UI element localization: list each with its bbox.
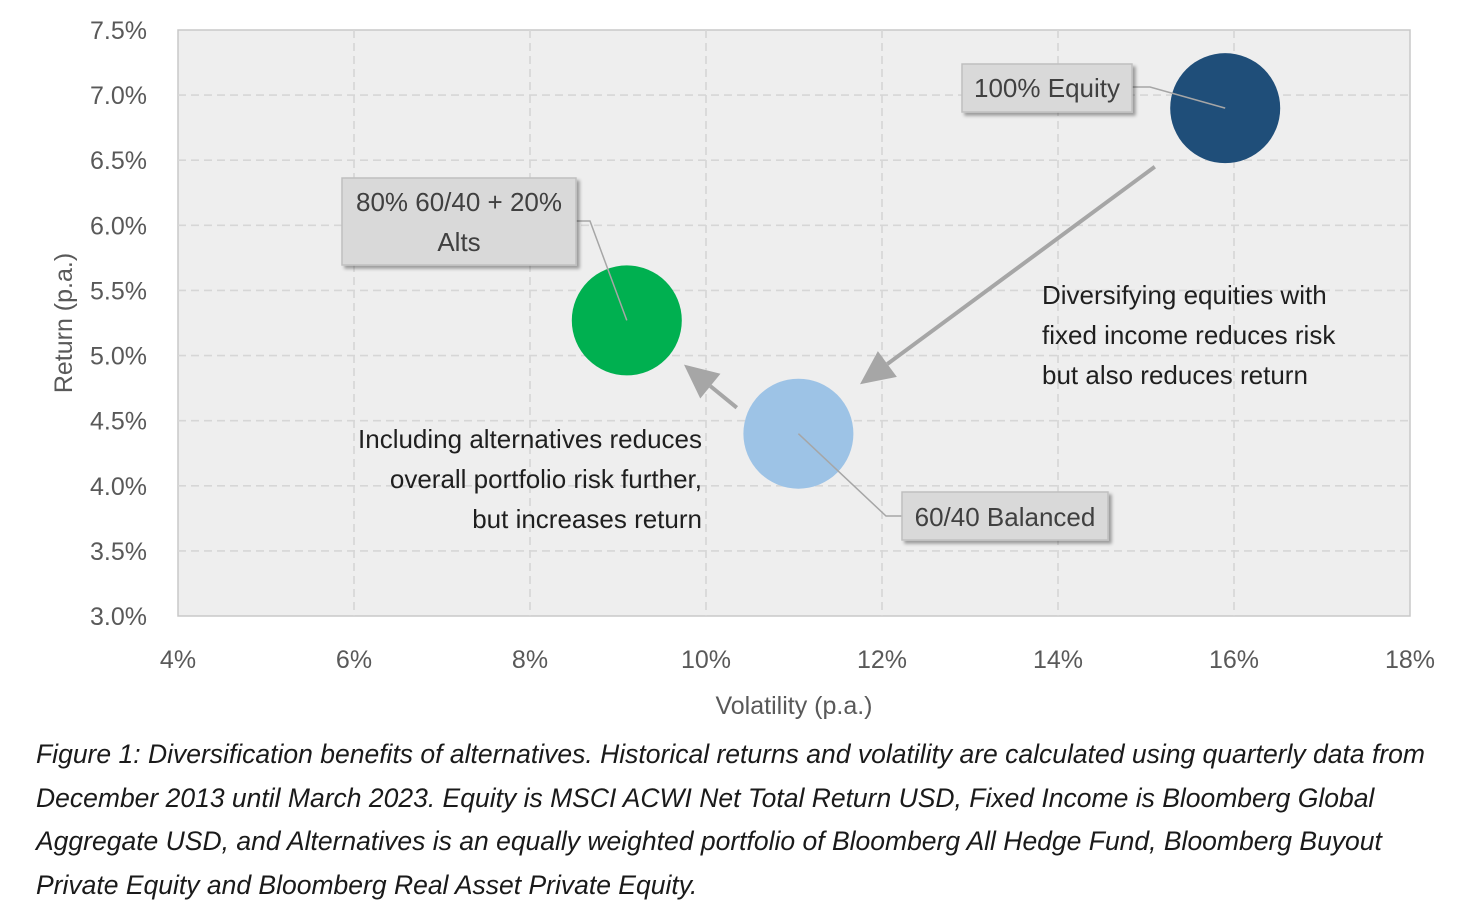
- callout-label: 60/40 Balanced: [915, 502, 1096, 532]
- arrow-shaft: [886, 165, 1156, 366]
- y-tick-label: 7.0%: [90, 82, 147, 110]
- annotations: Diversifying equities with fixed income r…: [358, 280, 1336, 534]
- callout-box: [961, 63, 1133, 113]
- annotation-text: but also reduces return: [1042, 360, 1308, 390]
- x-tick-label: 12%: [857, 646, 907, 674]
- callouts: 100% Equity 60/40 Balanced 80% 60/40 + 20%…: [341, 63, 1226, 541]
- figure-caption: Figure 1: Diversification benefits of al…: [36, 739, 1425, 900]
- callout-box: [341, 177, 577, 266]
- x-tick-label: 8%: [512, 646, 548, 674]
- y-tick-label: 5.5%: [90, 277, 147, 305]
- arrow-head: [860, 351, 897, 385]
- x-tick-label: 4%: [160, 646, 196, 674]
- annotation-text: Diversifying equities with: [1042, 280, 1327, 310]
- y-tick-labels: 3.0% 3.5% 4.0% 4.5% 5.0% 5.5% 6.0% 6.5% 7.0% 7.5%: [90, 17, 147, 631]
- y-tick-label: 6.0%: [90, 212, 147, 240]
- volatility-return-scatter-chart: 3.0% 3.5% 4.0% 4.5% 5.0% 5.5% 6.0% 6.5% 7.0% 7.5%…: [50, 17, 1435, 720]
- arrow-head: [684, 364, 721, 399]
- annotation-text: overall portfolio risk further,: [390, 464, 702, 494]
- y-tick-label: 3.5%: [90, 538, 147, 566]
- y-tick-label: 3.0%: [90, 603, 147, 631]
- y-tick-label: 6.5%: [90, 147, 147, 175]
- y-tick-label: 7.5%: [90, 17, 147, 45]
- y-axis-title: Return (p.a.): [50, 253, 78, 393]
- callout-leader-line: [576, 220, 628, 321]
- callout-leader-line: [1132, 86, 1226, 109]
- callout-box: [901, 491, 1109, 541]
- x-tick-label: 6%: [336, 646, 372, 674]
- y-tick-label: 4.5%: [90, 408, 147, 436]
- x-tick-label: 14%: [1033, 646, 1083, 674]
- annotation-text: but increases return: [472, 504, 702, 534]
- callout-leader-line: [797, 433, 902, 517]
- annotation-text: Including alternatives reduces: [358, 424, 702, 454]
- callout-label: 80% 60/40 + 20%: [356, 187, 562, 217]
- x-tick-label: 18%: [1385, 646, 1435, 674]
- x-axis-title: Volatility (p.a.): [715, 692, 872, 720]
- callout-label: Alts: [437, 227, 480, 257]
- x-tick-label: 16%: [1209, 646, 1259, 674]
- y-tick-label: 4.0%: [90, 473, 147, 501]
- annotation-text: fixed income reduces risk: [1042, 320, 1336, 350]
- arrows: [684, 165, 1156, 410]
- arrow-shaft: [709, 384, 739, 410]
- y-tick-label: 5.0%: [90, 343, 147, 371]
- x-tick-labels: 4% 6% 8% 10% 12% 14% 16% 18%: [160, 646, 1435, 674]
- x-tick-label: 10%: [681, 646, 731, 674]
- callout-label: 100% Equity: [974, 73, 1120, 103]
